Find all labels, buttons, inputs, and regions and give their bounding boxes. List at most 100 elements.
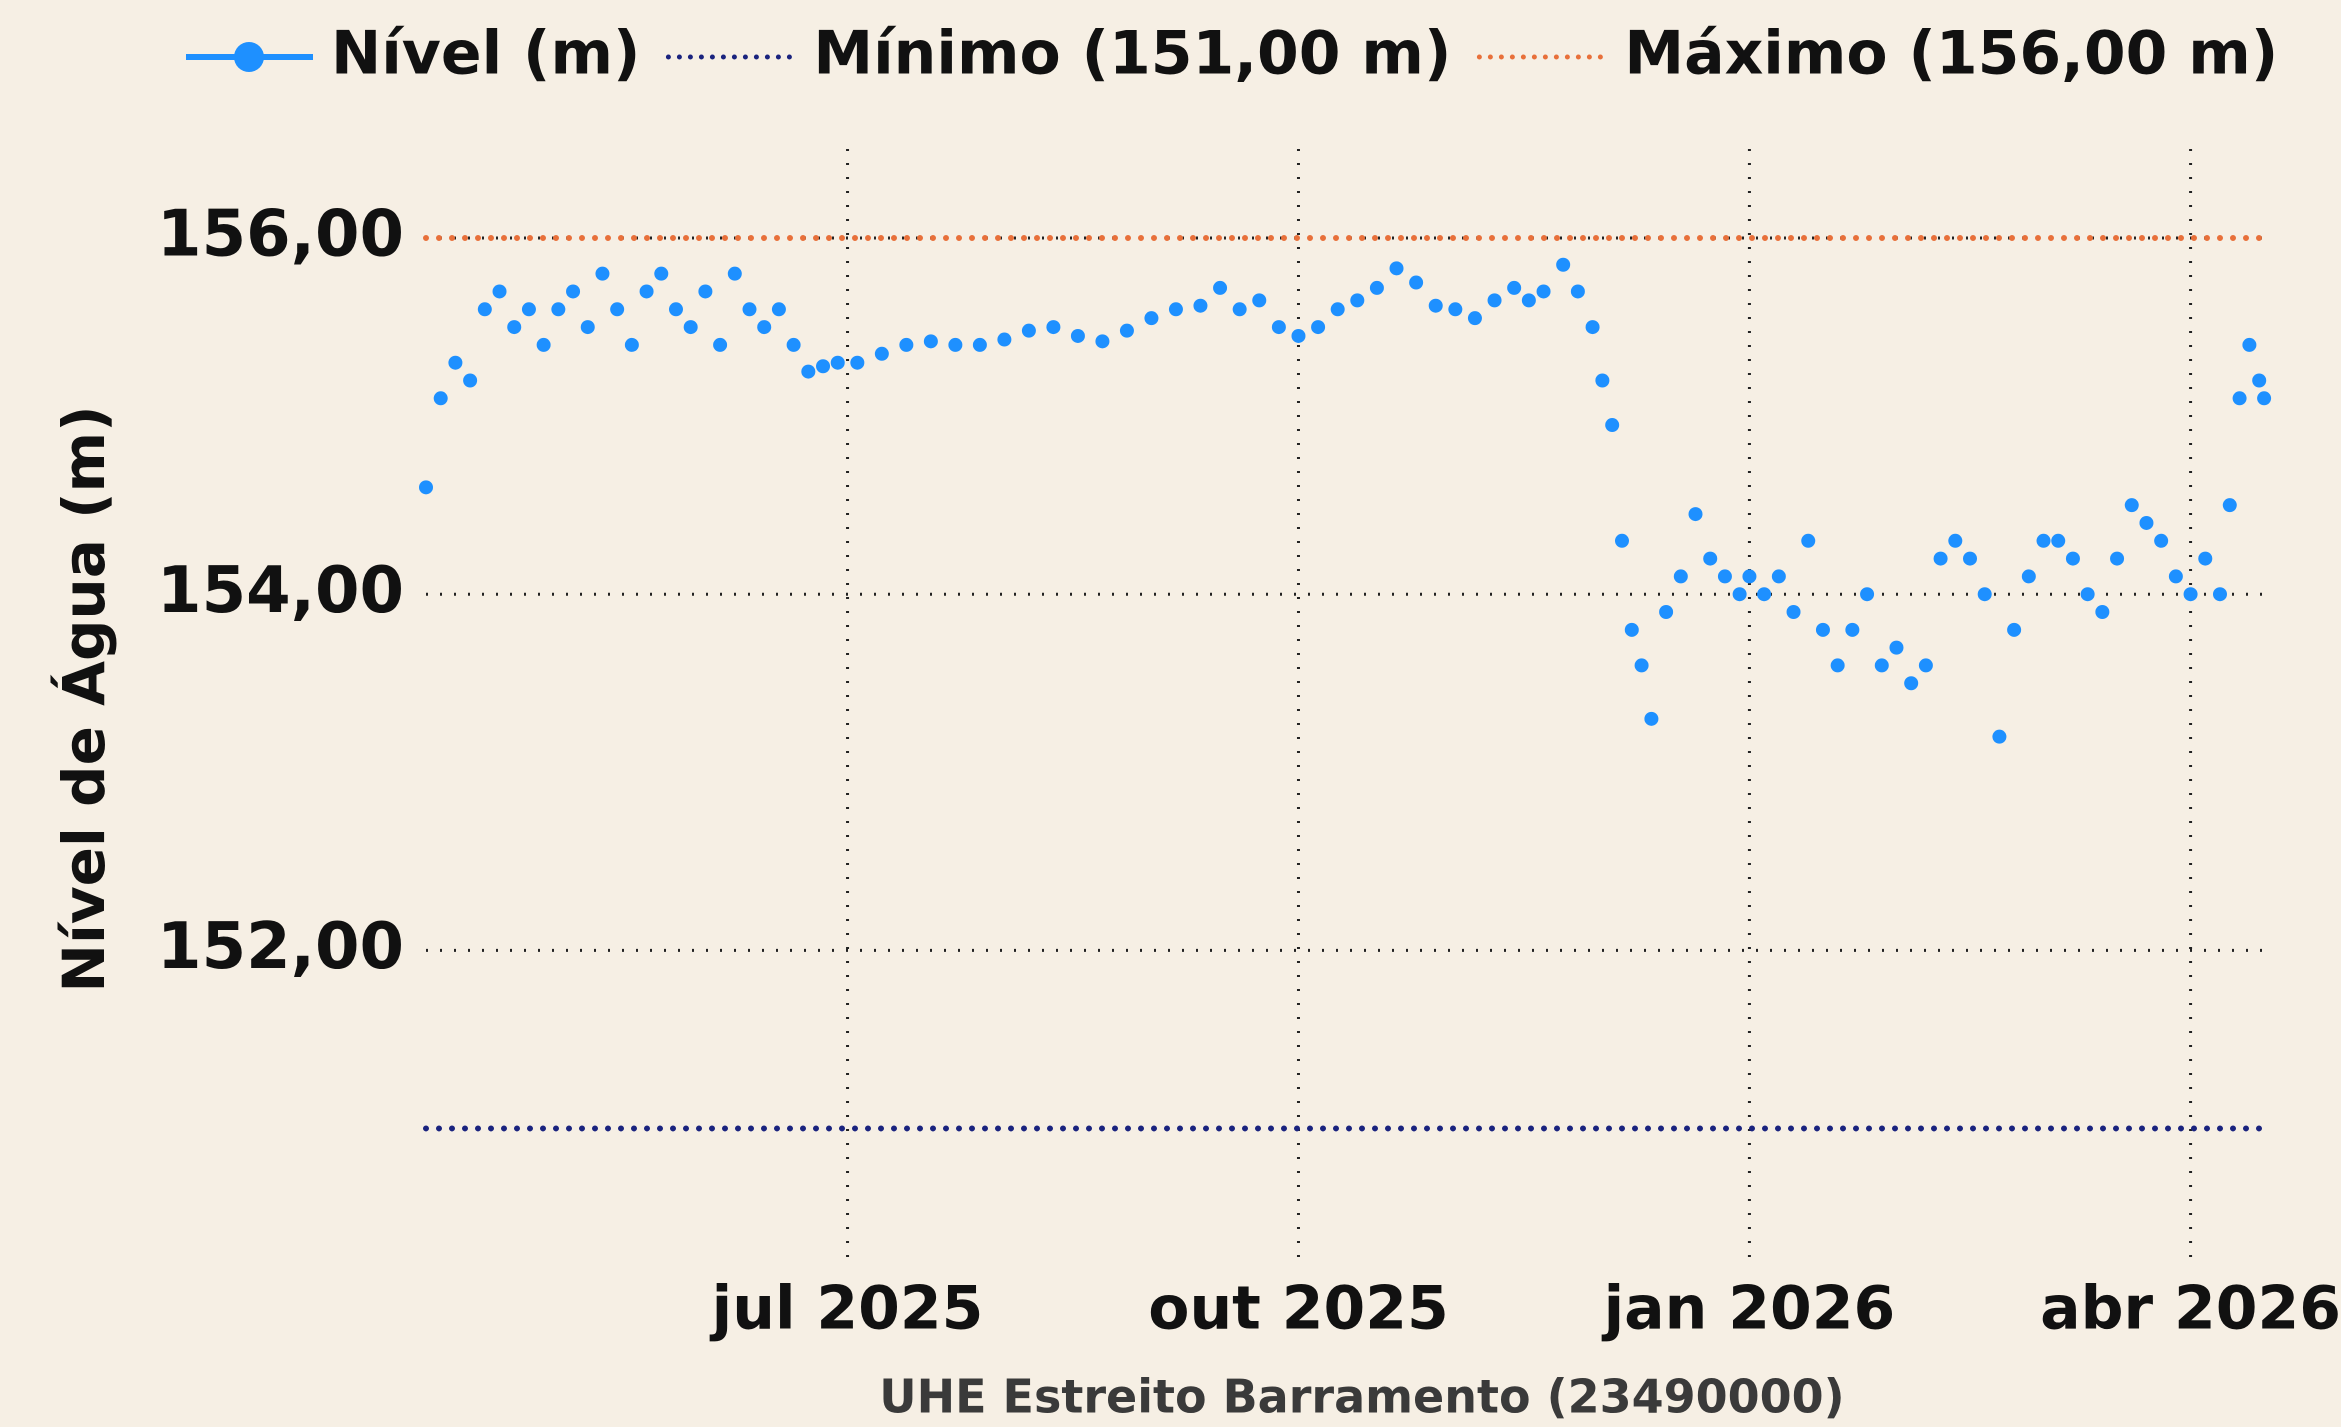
data-point <box>448 355 463 370</box>
data-point <box>1786 605 1801 620</box>
data-point <box>786 337 801 352</box>
data-point <box>757 320 772 335</box>
data-point <box>2252 373 2267 388</box>
data-point <box>683 320 698 335</box>
data-point <box>639 284 654 299</box>
y-tick-label: 156,00 <box>157 198 404 272</box>
data-point <box>1046 320 1061 335</box>
data-point <box>997 332 1012 347</box>
data-point <box>1977 587 1992 602</box>
data-point <box>2036 533 2051 548</box>
data-point <box>1688 507 1703 522</box>
data-point <box>654 266 669 281</box>
data-point <box>419 480 433 495</box>
data-point <box>2095 605 2110 620</box>
data-point <box>1771 569 1786 584</box>
data-point <box>1252 293 1267 308</box>
data-point <box>1350 293 1365 308</box>
data-point <box>1933 551 1948 566</box>
data-point <box>899 337 914 352</box>
data-point <box>1742 569 1757 584</box>
data-point <box>1428 298 1443 313</box>
data-point <box>1487 293 1502 308</box>
data-point <box>536 337 551 352</box>
data-point <box>2139 515 2154 530</box>
data-point <box>1918 658 1933 673</box>
data-point <box>1948 533 1963 548</box>
data-point <box>2065 551 2080 566</box>
data-point <box>521 302 536 317</box>
data-point <box>1232 302 1247 317</box>
data-point <box>1830 658 1845 673</box>
data-point <box>801 364 816 379</box>
data-point <box>2168 569 2183 584</box>
y-tick-label: 152,00 <box>157 910 404 984</box>
data-point <box>1467 311 1482 326</box>
data-point <box>1311 320 1326 335</box>
data-point <box>1717 569 1732 584</box>
data-point <box>477 302 492 317</box>
data-point <box>2154 533 2169 548</box>
legend-label: Nível (m) <box>331 19 640 89</box>
data-point <box>463 373 478 388</box>
data-point <box>727 266 742 281</box>
data-point <box>1021 323 1036 338</box>
data-point <box>1963 551 1978 566</box>
data-point <box>2110 551 2125 566</box>
data-point <box>2198 551 2213 566</box>
data-point <box>1605 418 1620 433</box>
legend-marker <box>234 42 264 72</box>
legend-label: Mínimo (151,00 m) <box>813 19 1451 89</box>
data-point <box>1095 334 1110 349</box>
data-point <box>1757 587 1772 602</box>
data-point <box>551 302 566 317</box>
data-point <box>1614 533 1629 548</box>
x-tick-label: jan 2026 <box>1602 1274 1896 1344</box>
data-point <box>874 346 889 361</box>
data-point <box>2021 569 2036 584</box>
x-tick-label: abr 2026 <box>2040 1274 2341 1344</box>
data-point <box>850 355 865 370</box>
data-point <box>2232 391 2247 406</box>
data-point <box>1634 658 1649 673</box>
data-point <box>624 337 639 352</box>
data-point <box>948 337 963 352</box>
data-point <box>923 334 938 349</box>
data-point <box>2257 391 2272 406</box>
data-point <box>1904 676 1919 691</box>
data-point <box>1815 622 1830 637</box>
data-point <box>1874 658 1889 673</box>
x-tick-label: jul 2025 <box>710 1274 984 1344</box>
data-point <box>713 337 728 352</box>
data-point <box>2242 337 2257 352</box>
data-point <box>1389 261 1404 276</box>
data-point <box>1536 284 1551 299</box>
data-point <box>1556 257 1571 272</box>
y-axis-title: Nível de Água (m) <box>49 405 118 992</box>
data-point <box>2183 587 2198 602</box>
data-point <box>1644 711 1659 726</box>
data-point <box>1889 640 1904 655</box>
data-point <box>2212 587 2227 602</box>
data-point <box>972 337 987 352</box>
data-point <box>1570 284 1585 299</box>
data-point <box>433 391 448 406</box>
data-point <box>1595 373 1610 388</box>
data-point <box>1992 729 2007 744</box>
data-point <box>2007 622 2022 637</box>
data-point <box>742 302 757 317</box>
data-point <box>1213 280 1228 295</box>
x-axis-title: UHE Estreito Barramento (23490000) <box>879 1370 1844 1424</box>
data-point <box>2080 587 2095 602</box>
y-tick-label: 154,00 <box>157 554 404 628</box>
data-point <box>771 302 786 317</box>
data-point <box>1144 311 1159 326</box>
data-point <box>580 320 595 335</box>
data-point <box>1624 622 1639 637</box>
data-point <box>507 320 522 335</box>
data-point <box>1070 328 1085 343</box>
data-point <box>2124 498 2139 513</box>
data-point <box>2222 498 2237 513</box>
